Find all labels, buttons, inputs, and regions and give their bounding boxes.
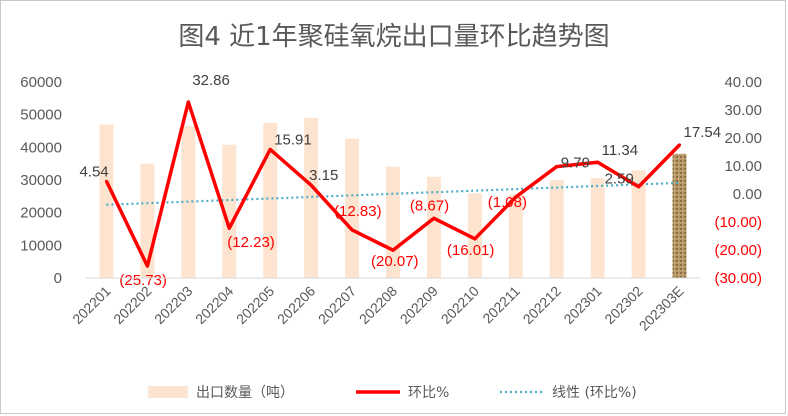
data-label-202203: 32.86 (192, 72, 230, 89)
y-left-tick: 60000 (20, 74, 62, 91)
y-left-tick: 10000 (20, 237, 62, 254)
y-right-tick: 30.00 (724, 102, 762, 119)
y-right-tick: (10.00) (714, 214, 762, 231)
data-labels: 4.54 (25.73) 32.86 (12.23) 15.91 3.15 (12.83) (… (79, 72, 721, 289)
legend: 出口数量（吨） 环比% 线性 (环比%) (148, 385, 637, 401)
data-label-202301: 11.34 (602, 142, 638, 159)
y-right-tick: 40.00 (724, 74, 762, 91)
bar-202211 (508, 194, 523, 278)
y-right-tick: 0.00 (733, 186, 762, 203)
x-tick-202208: 202208 (356, 283, 400, 327)
y-left-tick: 40000 (20, 139, 62, 156)
line-series (104, 100, 682, 268)
line-point-202204 (227, 226, 231, 230)
legend-label-bar: 出口数量（吨） (196, 385, 294, 401)
y-left-tick: 20000 (20, 205, 62, 222)
bar-202204 (222, 144, 237, 278)
legend-label-line: 环比% (408, 385, 449, 401)
bar-202205 (263, 122, 278, 278)
data-label-202210: (16.01) (447, 242, 495, 259)
bar-202301 (590, 178, 605, 278)
x-tick-202303E: 202303E (636, 283, 687, 334)
x-tick-202212: 202212 (520, 283, 564, 327)
data-label-202208: (20.07) (371, 253, 419, 270)
x-tick-202207: 202207 (315, 283, 359, 327)
chart-title: 图4 近1年聚硅氧烷出口量环比趋势图 (178, 22, 609, 52)
bar-202206 (304, 117, 319, 278)
x-tick-202205: 202205 (233, 283, 277, 327)
x-tick-202301: 202301 (560, 283, 604, 327)
line-point-202207 (350, 228, 354, 232)
line-point-202211 (514, 195, 518, 199)
legend-swatch-bar (148, 386, 188, 398)
data-label-202209: (8.67) (410, 197, 449, 214)
x-tick-202210: 202210 (438, 283, 482, 327)
data-label-202303E: 17.54 (684, 124, 722, 141)
line-point-202201 (104, 179, 108, 183)
trendline (106, 181, 680, 206)
trendline-series (106, 181, 680, 206)
data-label-202202: (25.73) (119, 272, 167, 289)
x-tick-202211: 202211 (479, 283, 523, 327)
data-label-202205: 15.91 (274, 131, 312, 148)
y-left-tick: 50000 (20, 107, 62, 124)
line-point-202212 (555, 165, 559, 169)
line-point-202205 (268, 147, 272, 151)
y-right-tick: (20.00) (714, 242, 762, 259)
y-axis-left: 60000 50000 40000 30000 20000 10000 0 (20, 74, 62, 287)
data-label-202211: (1.08) (488, 194, 527, 211)
data-label-202201: 4.54 (79, 163, 108, 180)
data-label-202212: 9.79 (561, 155, 590, 172)
bar-202303E (672, 153, 687, 278)
line-point-202210 (473, 237, 477, 241)
line-point-202206 (309, 183, 313, 187)
line-point-202208 (391, 248, 395, 252)
line-point-202202 (145, 264, 149, 268)
y-right-tick: 10.00 (724, 158, 762, 175)
line-point-202209 (432, 216, 436, 220)
bar-202302 (631, 170, 646, 278)
data-label-202206: 3.15 (309, 167, 338, 184)
y-right-tick: (30.00) (714, 270, 762, 287)
bar-202210 (467, 193, 482, 278)
x-tick-202209: 202209 (397, 283, 441, 327)
y-axis-right: 40.00 30.00 20.00 10.00 0.00 (10.00) (20.00) (3… (714, 74, 762, 287)
bar-202201 (99, 124, 114, 278)
line-point-202302 (637, 185, 641, 189)
x-tick-202202: 202202 (110, 283, 154, 327)
line-point-202303E (678, 143, 682, 147)
data-label-202302: 2.59 (605, 171, 634, 188)
x-tick-202203: 202203 (151, 283, 195, 327)
bar-202212 (549, 180, 564, 278)
line-point-202203 (186, 100, 190, 104)
line-point-202301 (596, 160, 600, 164)
bar-202207 (345, 138, 360, 278)
y-left-tick: 30000 (20, 172, 62, 189)
bar-202209 (426, 176, 441, 278)
data-label-202204: (12.23) (227, 234, 275, 251)
x-tick-202206: 202206 (274, 283, 318, 327)
data-label-202207: (12.83) (334, 203, 382, 220)
y-right-tick: 20.00 (724, 130, 762, 147)
legend-label-trend: 线性 (环比%) (552, 385, 637, 401)
x-tick-202204: 202204 (192, 283, 236, 327)
x-tick-202201: 202201 (69, 283, 113, 327)
y-left-tick: 0 (54, 270, 62, 287)
